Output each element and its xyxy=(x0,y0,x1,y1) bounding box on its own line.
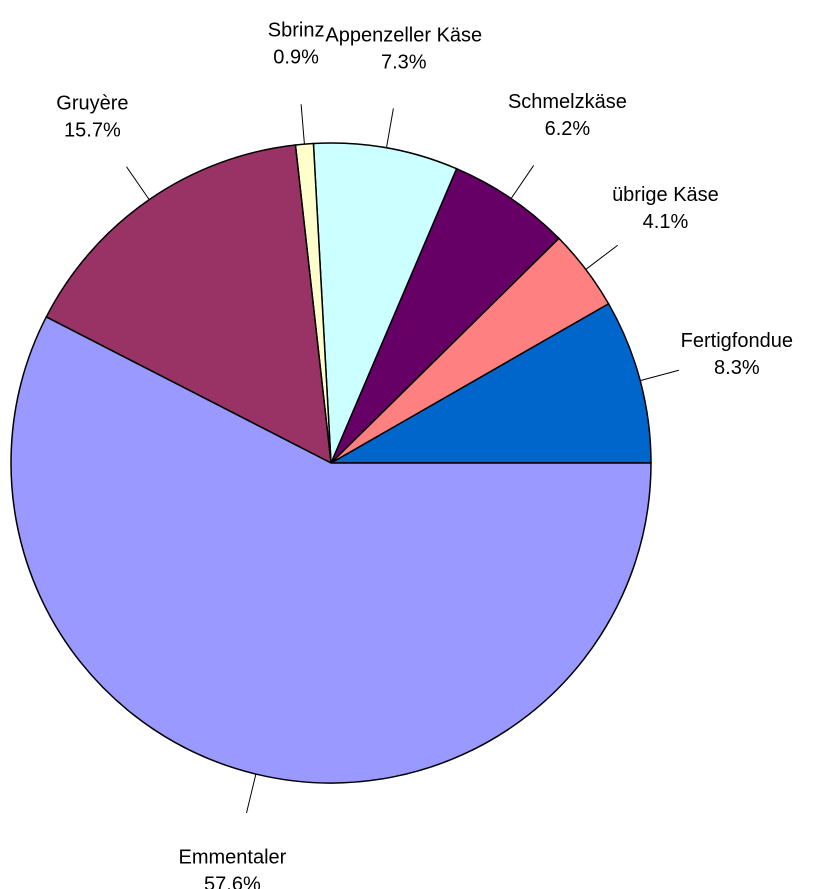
slice-label: Fertigfondue xyxy=(681,330,793,352)
leader-line xyxy=(510,165,535,199)
pie-slice xyxy=(312,142,458,464)
slice-value-label: 57.6% xyxy=(204,874,261,889)
pie-slice xyxy=(330,167,560,464)
slice-value-label: 0.9% xyxy=(273,47,319,69)
slice-label: Gruyère xyxy=(56,93,128,115)
slice-label: Appenzeller Käse xyxy=(325,25,482,47)
slice-label: Schmelzkäse xyxy=(508,91,627,113)
leader-line xyxy=(300,104,305,145)
slice-label: übrige Käse xyxy=(612,184,719,206)
slice-value-label: 7.3% xyxy=(381,52,427,74)
leader-line xyxy=(585,244,618,270)
slice-value-label: 8.3% xyxy=(714,357,760,379)
leader-line xyxy=(126,166,150,200)
leader-line xyxy=(246,773,257,814)
slice-value-label: 15.7% xyxy=(64,120,121,142)
slice-label: Sbrinz xyxy=(268,20,325,42)
slice-label: Emmentaler xyxy=(179,847,287,869)
pie-slice xyxy=(45,144,332,465)
leader-line xyxy=(640,369,679,382)
slice-value-label: 6.2% xyxy=(545,118,591,140)
leader-line xyxy=(385,108,394,148)
slice-value-label: 4.1% xyxy=(643,211,689,233)
